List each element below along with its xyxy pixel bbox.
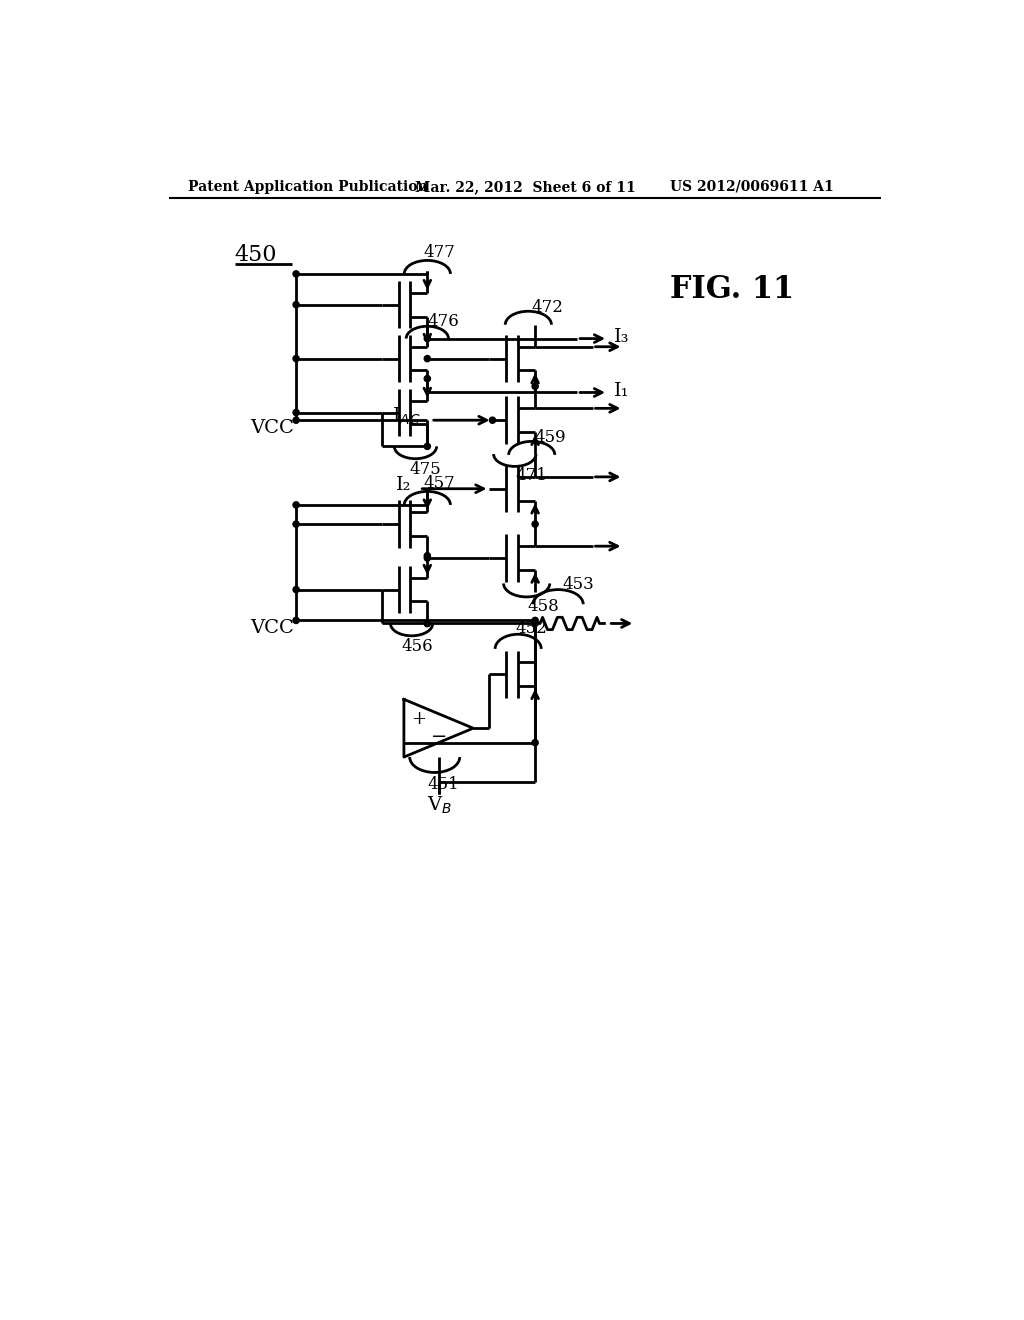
Text: I₁: I₁ [614, 381, 630, 400]
Text: 452: 452 [515, 620, 547, 638]
Circle shape [532, 618, 539, 623]
Text: 459: 459 [535, 429, 566, 446]
Text: 475: 475 [410, 461, 441, 478]
Text: FIG. 11: FIG. 11 [670, 273, 794, 305]
Circle shape [293, 355, 299, 362]
Text: 450: 450 [234, 244, 278, 265]
Circle shape [532, 521, 539, 527]
Circle shape [293, 502, 299, 508]
Circle shape [532, 739, 539, 746]
Text: Patent Application Publication: Patent Application Publication [188, 180, 428, 194]
Text: 451: 451 [427, 776, 459, 792]
Text: 472: 472 [531, 300, 563, 317]
Text: −: − [431, 729, 447, 746]
Circle shape [424, 553, 430, 558]
Text: 453: 453 [562, 577, 594, 594]
Circle shape [293, 417, 299, 424]
Text: 471: 471 [515, 467, 548, 484]
Text: 456: 456 [401, 638, 433, 655]
Text: I₂: I₂ [396, 477, 412, 494]
Circle shape [424, 620, 430, 627]
Circle shape [293, 586, 299, 593]
Text: 458: 458 [527, 598, 559, 615]
Circle shape [424, 554, 430, 561]
Text: 476: 476 [427, 313, 459, 330]
Circle shape [293, 521, 299, 527]
Circle shape [424, 444, 430, 450]
Circle shape [293, 618, 299, 623]
Circle shape [424, 376, 430, 381]
Text: VCC: VCC [250, 619, 294, 638]
Circle shape [293, 409, 299, 416]
Text: 477: 477 [424, 244, 456, 261]
Text: US 2012/0069611 A1: US 2012/0069611 A1 [670, 180, 834, 194]
Circle shape [424, 335, 430, 342]
Circle shape [532, 620, 539, 627]
Text: 457: 457 [424, 475, 456, 492]
Text: VCC: VCC [250, 418, 294, 437]
Circle shape [532, 383, 539, 389]
Circle shape [293, 302, 299, 308]
Text: I₃: I₃ [614, 329, 630, 346]
Text: V$_B$: V$_B$ [427, 795, 452, 816]
Text: I$_{AC}$: I$_{AC}$ [392, 405, 421, 426]
Circle shape [489, 417, 496, 424]
Circle shape [293, 271, 299, 277]
Text: Mar. 22, 2012  Sheet 6 of 11: Mar. 22, 2012 Sheet 6 of 11 [416, 180, 636, 194]
Circle shape [424, 620, 430, 627]
Text: +: + [412, 710, 427, 727]
Circle shape [424, 355, 430, 362]
